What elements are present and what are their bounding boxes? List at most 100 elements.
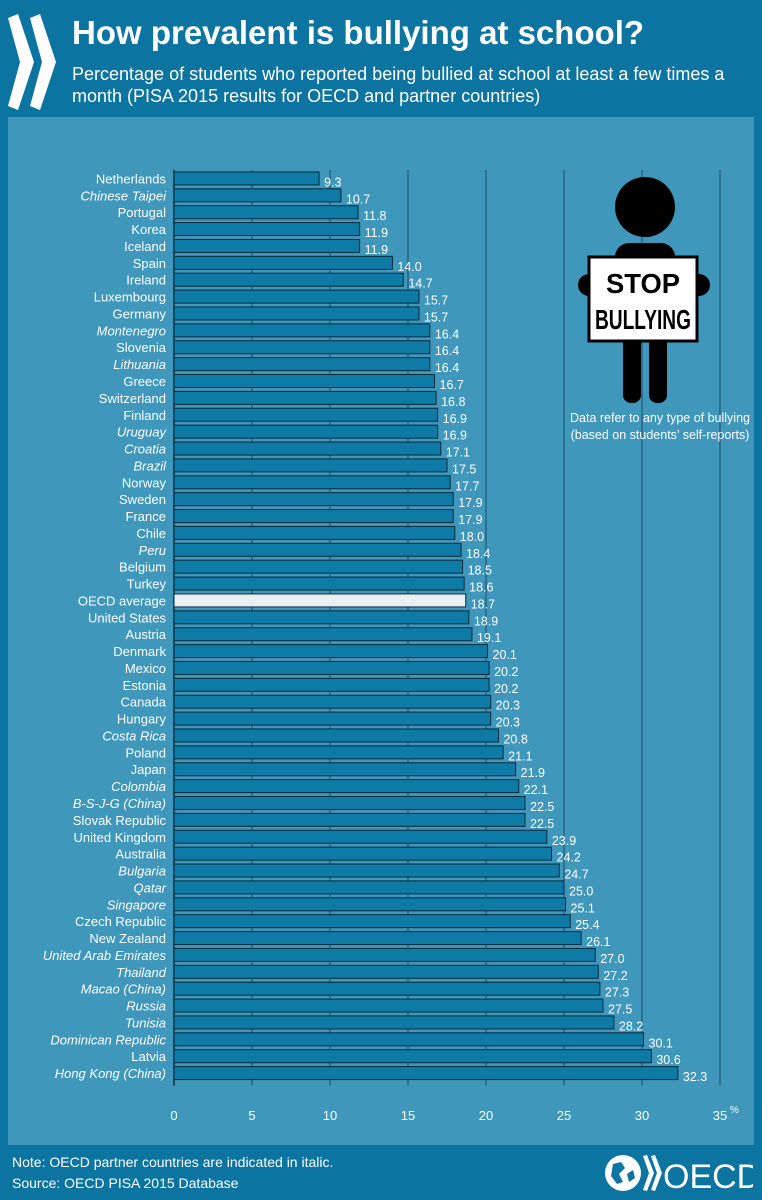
data-label: 18.9	[474, 614, 498, 628]
category-label: Finland	[123, 408, 166, 423]
data-label: 24.2	[557, 851, 581, 865]
category-label: Canada	[120, 695, 166, 710]
bar	[173, 728, 499, 743]
category-label: New Zealand	[89, 931, 166, 946]
bar	[173, 238, 361, 253]
category-label: Estonia	[123, 678, 167, 693]
bar	[173, 188, 342, 203]
category-label: Netherlands	[96, 171, 167, 186]
bar	[173, 846, 553, 861]
data-label: 22.5	[530, 817, 554, 831]
illustration-caption: Data refer to any type of bullying (base…	[570, 411, 750, 442]
x-tick-label: 30	[635, 1108, 649, 1123]
category-label: Austria	[126, 627, 167, 642]
bar	[173, 542, 462, 557]
data-label: 9.3	[324, 175, 341, 189]
bar	[173, 205, 359, 220]
category-label: Uruguay	[117, 425, 168, 440]
data-label: 25.1	[571, 901, 595, 915]
data-label: 14.0	[397, 260, 421, 274]
bar	[173, 829, 548, 844]
bar	[173, 964, 599, 979]
category-label: Singapore	[107, 897, 166, 912]
category-label: Thailand	[116, 965, 167, 980]
data-label: 22.1	[524, 783, 548, 797]
bar	[173, 779, 520, 794]
data-label: 19.1	[477, 631, 501, 645]
data-label: 16.9	[443, 412, 467, 426]
data-label: 25.4	[575, 918, 599, 932]
bar	[173, 475, 451, 490]
bar	[173, 745, 504, 760]
x-tick-label: 10	[323, 1108, 337, 1123]
bar	[173, 998, 604, 1013]
category-label: Germany	[113, 306, 167, 321]
bar	[173, 1015, 615, 1030]
data-label: 18.7	[471, 597, 495, 611]
bar-chart: 0 5 10 15 20 25 30 35 % Netherlands 9.3 Chinese Tai…	[43, 170, 739, 1123]
category-label: Bulgaria	[118, 864, 166, 879]
data-label: 15.7	[424, 294, 448, 308]
category-label: Slovak Republic	[73, 813, 167, 828]
category-label: Chinese Taipei	[80, 188, 167, 203]
bar	[173, 576, 465, 591]
bar	[173, 357, 431, 372]
bar	[173, 374, 436, 388]
data-label: 18.5	[468, 564, 492, 578]
bar	[173, 593, 467, 608]
bar	[173, 222, 361, 237]
category-label: Iceland	[124, 239, 166, 254]
bar	[173, 272, 404, 287]
data-label: 17.1	[446, 446, 470, 460]
category-label: Lithuania	[113, 357, 166, 372]
bar	[173, 812, 526, 827]
category-label: Qatar	[133, 880, 166, 895]
data-label: 20.2	[494, 665, 518, 679]
data-label: 18.0	[460, 530, 484, 544]
category-label: Brazil	[133, 458, 167, 473]
data-label: 20.3	[496, 699, 520, 713]
bar	[173, 644, 489, 659]
page-title: How prevalent is bullying at school?	[72, 14, 645, 51]
sign-line1: STOP	[606, 268, 680, 299]
bar	[173, 1066, 679, 1081]
category-label: Sweden	[119, 492, 166, 507]
data-label: 27.3	[605, 986, 629, 1000]
x-tick-label: 0	[170, 1108, 177, 1123]
bar	[173, 627, 473, 642]
data-label: 23.9	[552, 834, 576, 848]
footnote: Note: OECD partner countries are indicat…	[12, 1154, 334, 1170]
data-label: 30.6	[656, 1053, 680, 1067]
category-label: Poland	[126, 745, 166, 760]
source-note: Source: OECD PISA 2015 Database	[12, 1175, 239, 1191]
bar	[173, 694, 492, 709]
bar	[173, 610, 470, 625]
bar	[173, 981, 601, 996]
data-label: 32.3	[683, 1070, 707, 1084]
data-label: 30.1	[649, 1036, 673, 1050]
category-label: Portugal	[118, 205, 167, 220]
bar	[173, 407, 439, 422]
x-tick-label: 20	[479, 1108, 493, 1123]
category-label: Russia	[126, 999, 166, 1014]
category-label: Latvia	[131, 1049, 166, 1064]
bar	[173, 424, 439, 439]
category-label: Switzerland	[99, 391, 166, 406]
data-label: 27.0	[600, 952, 624, 966]
category-label: Korea	[131, 222, 166, 237]
category-label: Norway	[122, 475, 167, 490]
data-label: 26.1	[586, 935, 610, 949]
category-label: United Kingdom	[74, 830, 167, 845]
bar	[173, 289, 420, 304]
category-label: Dominican Republic	[50, 1032, 166, 1047]
sign-line2: BULLYING	[595, 304, 691, 335]
bar	[173, 509, 454, 524]
bar	[173, 559, 464, 574]
bar	[173, 171, 320, 186]
stop-bullying-figure-icon: STOP BULLYING	[578, 177, 710, 403]
data-label: 16.4	[435, 327, 459, 341]
page-subtitle: Percentage of students who reported bein…	[72, 64, 725, 106]
category-label: Luxembourg	[94, 290, 166, 305]
data-label: 21.9	[521, 766, 545, 780]
data-label: 20.8	[503, 732, 527, 746]
